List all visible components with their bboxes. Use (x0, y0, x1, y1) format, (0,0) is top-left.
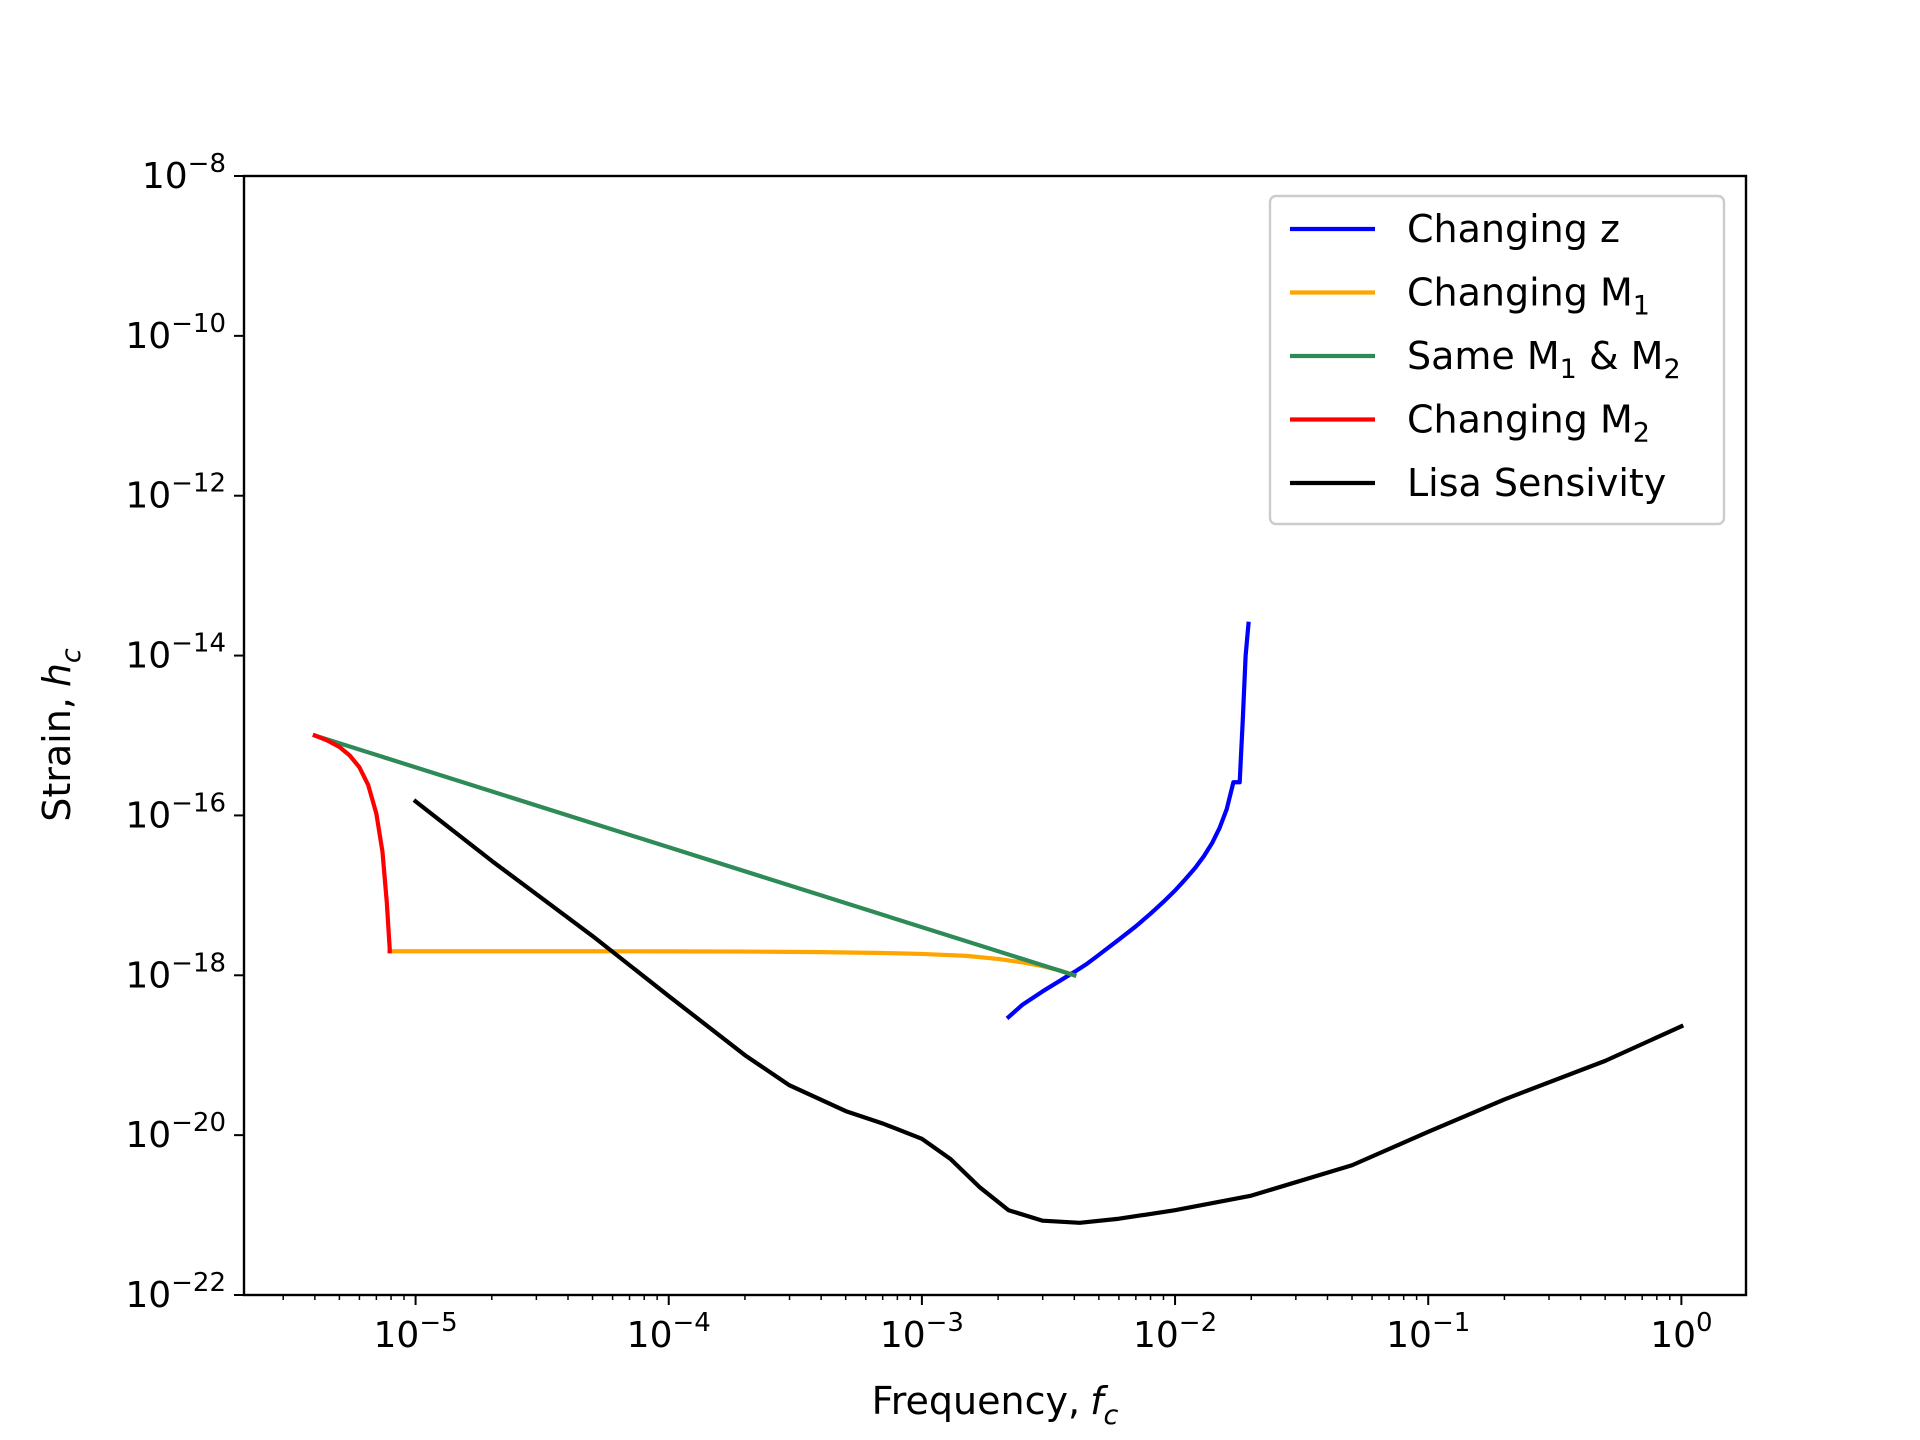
y-tick-label-base: 10 (125, 316, 171, 357)
y-tick-label: 10−14 (125, 629, 226, 677)
x-tick-label-exponent: −5 (419, 1308, 457, 1338)
legend-label-text: Lisa Sensivity (1407, 461, 1666, 505)
x-tick-label-exponent: −1 (1432, 1308, 1470, 1338)
y-tick-label-base: 10 (125, 795, 171, 836)
plot-lines (312, 621, 1685, 1225)
legend-label-text: Changing z (1407, 207, 1620, 251)
y-axis-title: Strain, hc (35, 648, 87, 822)
y-tick-label-exponent: −16 (171, 788, 226, 818)
x-tick-label: 10−4 (627, 1308, 711, 1356)
x-tick-label: 10−3 (880, 1308, 964, 1356)
x-tick-label-exponent: 0 (1696, 1308, 1713, 1338)
x-tick-label-base: 10 (627, 1315, 673, 1356)
legend-label-subscript: 1 (1560, 354, 1577, 385)
x-axis-title: Frequency, fc (872, 1379, 1119, 1431)
x-tick-label: 10−5 (374, 1308, 458, 1356)
y-tick-label-exponent: −14 (171, 629, 226, 659)
series-line-changing-m2 (312, 732, 392, 954)
legend-label-subscript: 2 (1633, 418, 1650, 449)
series-line-lisa-sensivity (412, 798, 1685, 1225)
y-axis-title-text: Strain, (35, 697, 79, 822)
legend-label-text: & M (1577, 334, 1664, 378)
x-axis-title-text: Frequency, (872, 1379, 1080, 1423)
x-tick-label-exponent: −2 (1179, 1308, 1217, 1338)
x-tick-label-base: 10 (1650, 1315, 1696, 1356)
legend-label: Changing M2 (1407, 398, 1650, 449)
x-tick-label-base: 10 (1386, 1315, 1432, 1356)
y-tick-label: 10−20 (125, 1108, 226, 1156)
x-tick-label: 100 (1650, 1308, 1712, 1356)
y-tick-label: 10−8 (142, 149, 226, 197)
y-tick-label-exponent: −8 (188, 149, 226, 179)
series-line-same-m1-m2 (312, 732, 1077, 978)
y-tick-label-base: 10 (142, 156, 188, 197)
x-tick-label-base: 10 (880, 1315, 926, 1356)
x-tick-label: 10−1 (1386, 1308, 1470, 1356)
legend-label: Changing z (1407, 207, 1620, 251)
x-axis-title-subscript: c (1103, 1400, 1118, 1431)
y-tick-label-base: 10 (125, 955, 171, 996)
y-tick-label: 10−16 (125, 788, 226, 836)
y-tick-label-exponent: −18 (171, 948, 226, 978)
x-tick-label-base: 10 (374, 1315, 420, 1356)
x-tick-label-exponent: −3 (926, 1308, 964, 1338)
y-tick-label: 10−12 (125, 469, 226, 517)
y-tick-label-base: 10 (125, 1115, 171, 1156)
y-tick-label: 10−22 (125, 1268, 226, 1316)
y-tick-label-base: 10 (125, 636, 171, 677)
y-tick-label: 10−10 (125, 309, 226, 357)
y-tick-label: 10−18 (125, 948, 226, 996)
legend-label: Lisa Sensivity (1407, 461, 1666, 505)
legend-label-subscript: 1 (1633, 291, 1650, 322)
y-tick-label-base: 10 (125, 1275, 171, 1316)
plot-frame (242, 174, 1748, 1297)
legend-label: Changing M1 (1407, 271, 1650, 322)
y-axis-title-variable: h (35, 663, 79, 687)
x-tick-label-exponent: −4 (672, 1308, 710, 1338)
legend-label: Same M1 & M2 (1407, 334, 1681, 385)
legend-label-text: Changing M (1407, 271, 1633, 315)
y-tick-label-exponent: −12 (171, 469, 226, 499)
y-tick-label-base: 10 (125, 476, 171, 517)
x-tick-label: 10−2 (1133, 1308, 1217, 1356)
y-tick-label-exponent: −20 (171, 1108, 226, 1138)
y-tick-label-exponent: −10 (171, 309, 226, 339)
legend-box (1268, 194, 1726, 526)
legend-label-text: Changing M (1407, 398, 1633, 442)
legend-label-subscript: 2 (1663, 354, 1680, 385)
y-tick-label-exponent: −22 (171, 1268, 226, 1298)
x-axis: 10−5 10−4 10−3 10−2 10−1 100 (282, 1295, 1713, 1356)
y-axis-title-subscript: c (56, 648, 87, 663)
x-tick-label-base: 10 (1133, 1315, 1179, 1356)
legend-label-text: Same M (1407, 334, 1560, 378)
